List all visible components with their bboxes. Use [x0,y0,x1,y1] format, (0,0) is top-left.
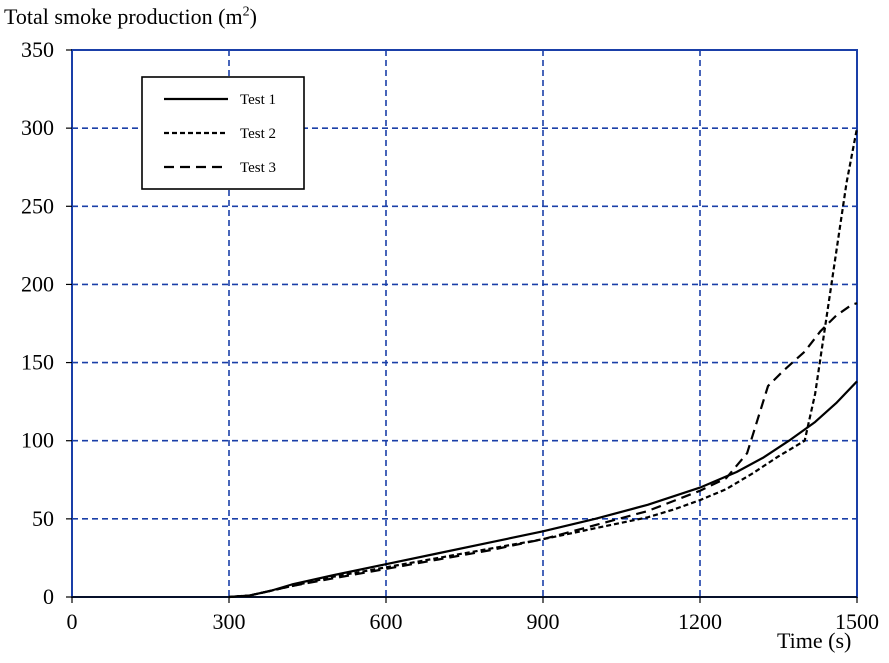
y-tick-label: 100 [21,428,54,453]
y-tick-label: 50 [32,506,54,531]
legend-label-test-1: Test 1 [240,92,276,108]
y-tick-label: 350 [21,37,54,62]
y-tick-label: 200 [21,271,54,296]
series-line-test-1 [228,380,858,599]
y-tick-label: 150 [21,350,54,375]
x-tick-label: 1200 [678,609,722,634]
legend-label-test-3: Test 3 [240,160,276,176]
x-tick-label: 600 [370,609,403,634]
y-tick-label: 250 [21,193,54,218]
series-line-test-2 [228,127,859,599]
x-tick-label: 900 [527,609,560,634]
x-axis-label: Time (s) [777,628,852,653]
legend-label-test-2: Test 2 [240,126,276,142]
y-tick-label: 0 [43,584,54,609]
x-tick-label: 0 [67,609,78,634]
x-tick-label: 1500 [835,609,879,634]
y-axis-label: Total smoke production (m2) [4,4,257,29]
x-tick-label: 300 [213,609,246,634]
y-tick-label: 300 [21,115,54,140]
